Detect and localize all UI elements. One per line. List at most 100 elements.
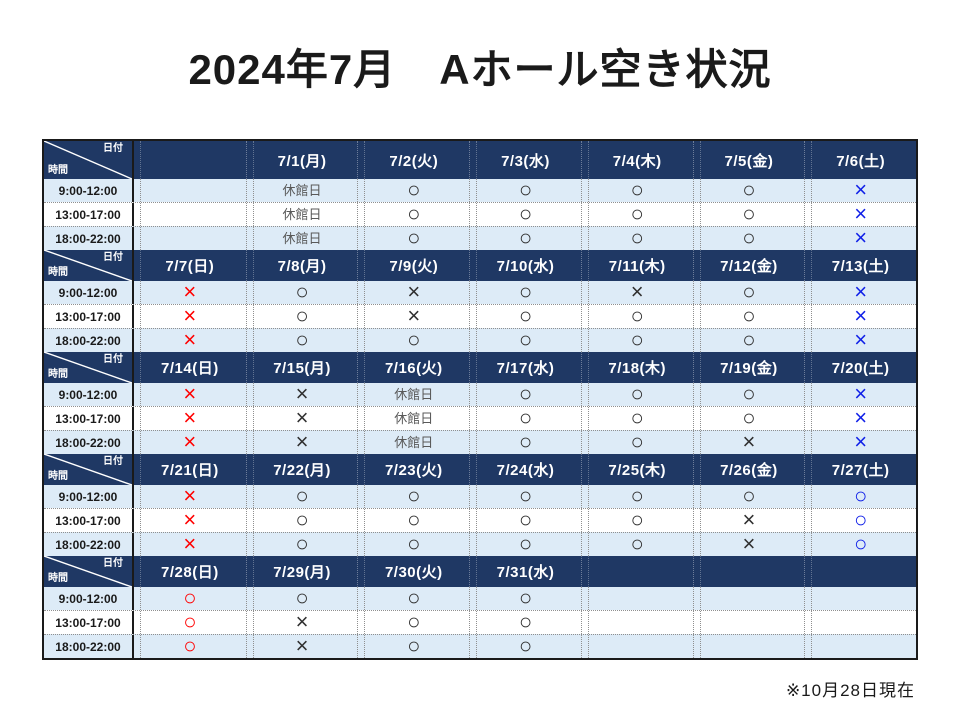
date-label: 7/30(火) [384, 564, 443, 581]
availability-cell [692, 611, 805, 634]
week-header-row: 日付 時間 7/7(日) 7/8(月) 7/9(火) 7/10(水) 7/11(木) 7/12… [44, 250, 916, 281]
corner-time-label: 時間 [48, 471, 68, 482]
availability-cell: ○ [469, 611, 581, 634]
availability-cell [134, 179, 246, 202]
time-slot-row: 9:00-12:00 ○ ○ ○ ○ [44, 587, 916, 610]
date-header-cell: 7/3(水) [469, 141, 581, 179]
availability-cell: ○ [692, 227, 805, 250]
date-label: 7/6(土) [836, 152, 886, 170]
availability-cell: × [804, 203, 916, 226]
availability-cell: ○ [804, 485, 916, 508]
time-slot-row: 13:00-17:00 × × 休館日 ○ ○ ○ × [44, 406, 916, 430]
date-header-cell: 7/17(水) [469, 352, 581, 383]
date-header-cell: 7/14(日) [134, 352, 246, 383]
date-header-cell: 7/30(火) [357, 556, 469, 587]
date-header-cell: 7/2(火) [357, 141, 469, 179]
availability-cell: 休館日 [357, 431, 469, 454]
availability-cell: ○ [245, 509, 358, 532]
date-header-cell [134, 141, 246, 179]
availability-cell: 休館日 [245, 203, 358, 226]
availability-cell: × [134, 305, 246, 328]
date-label: 7/14(日) [161, 360, 219, 377]
availability-cell: ○ [580, 179, 693, 202]
page-title: 2024年7月 Aホール空き状況 [188, 46, 772, 93]
date-header-cell [804, 556, 916, 587]
availability-cell: ○ [357, 485, 469, 508]
availability-cell: ○ [469, 383, 581, 406]
date-header-cell: 7/31(水) [469, 556, 581, 587]
time-slot-label: 18:00-22:00 [44, 227, 134, 250]
date-label: 7/15(月) [273, 360, 331, 377]
availability-cell: ○ [134, 587, 246, 610]
availability-cell: × [245, 635, 358, 658]
date-label: 7/28(日) [161, 564, 219, 581]
availability-cell: ○ [245, 587, 358, 610]
availability-cell: ○ [245, 485, 358, 508]
availability-cell: ○ [692, 407, 805, 430]
availability-cell: ○ [692, 485, 805, 508]
availability-cell: ○ [469, 305, 581, 328]
availability-cell: × [357, 305, 469, 328]
availability-cell: × [134, 509, 246, 532]
time-slot-label: 9:00-12:00 [44, 281, 134, 304]
date-label: 7/25(木) [608, 462, 667, 479]
availability-cell: 休館日 [357, 383, 469, 406]
availability-cell: × [134, 383, 246, 406]
availability-cell [804, 611, 916, 634]
date-label: 7/12(金) [720, 258, 778, 275]
availability-cell: ○ [357, 179, 469, 202]
availability-cell: ○ [357, 227, 469, 250]
date-time-corner-cell: 日付時間 [44, 454, 134, 485]
time-slot-label: 13:00-17:00 [44, 509, 134, 532]
date-header-cell: 7/11(木) [580, 250, 693, 281]
time-slot-label: 18:00-22:00 [44, 431, 134, 454]
availability-cell: ○ [469, 407, 581, 430]
availability-cell [134, 203, 246, 226]
date-label: 7/4(木) [612, 152, 662, 170]
date-label: 7/18(木) [608, 360, 667, 377]
time-slot-label: 18:00-22:00 [44, 533, 134, 556]
availability-cell [692, 587, 805, 610]
date-header-cell: 7/22(月) [245, 454, 358, 485]
availability-cell: ○ [804, 509, 916, 532]
time-slot-label: 13:00-17:00 [44, 407, 134, 430]
availability-cell: × [804, 431, 916, 454]
corner-date-label: 日付 [103, 456, 123, 467]
availability-cell: ○ [580, 509, 693, 532]
date-time-corner-cell: 日付 時間 [44, 141, 134, 179]
availability-cell: × [245, 431, 358, 454]
corner-date-label: 日付 [103, 558, 123, 569]
availability-cell: × [245, 407, 358, 430]
date-label: 7/1(月) [277, 152, 327, 170]
availability-cell: × [804, 329, 916, 352]
date-header-cell: 7/13(土) [804, 250, 916, 281]
availability-cell: × [245, 611, 358, 634]
as-of-date-note: ※10月28日現在 [785, 681, 915, 700]
date-label: 7/9(火) [389, 258, 439, 275]
date-header-cell: 7/21(日) [134, 454, 246, 485]
date-label: 7/24(水) [496, 462, 555, 479]
corner-time-label: 時間 [48, 573, 68, 584]
date-label: 7/29(月) [273, 564, 331, 581]
date-label: 7/17(水) [496, 360, 555, 377]
date-header-cell: 7/27(土) [804, 454, 916, 485]
time-slot-label: 13:00-17:00 [44, 203, 134, 226]
date-header-cell [580, 556, 693, 587]
availability-cell: ○ [469, 203, 581, 226]
availability-cell: ○ [357, 635, 469, 658]
date-header-cell: 7/28(日) [134, 556, 246, 587]
time-slot-row: 18:00-22:00 休館日 ○ ○ ○ ○ × [44, 226, 916, 250]
availability-cell: ○ [469, 179, 581, 202]
availability-cell: ○ [357, 533, 469, 556]
date-header-cell: 7/12(金) [692, 250, 805, 281]
corner-date-label: 日付 [103, 252, 123, 263]
corner-date-label: 日付 [103, 143, 123, 154]
week-header-row: 日付 時間 7/1(月) 7/2(火) 7/3(水) 7/4(木) 7/5(金) 7/6(土) [44, 141, 916, 179]
availability-cell: 休館日 [245, 179, 358, 202]
time-slot-row: 18:00-22:00 ○ × ○ ○ [44, 634, 916, 658]
availability-cell: × [804, 407, 916, 430]
availability-cell [580, 611, 693, 634]
corner-time-label: 時間 [48, 369, 68, 380]
time-slot-label: 13:00-17:00 [44, 611, 134, 634]
